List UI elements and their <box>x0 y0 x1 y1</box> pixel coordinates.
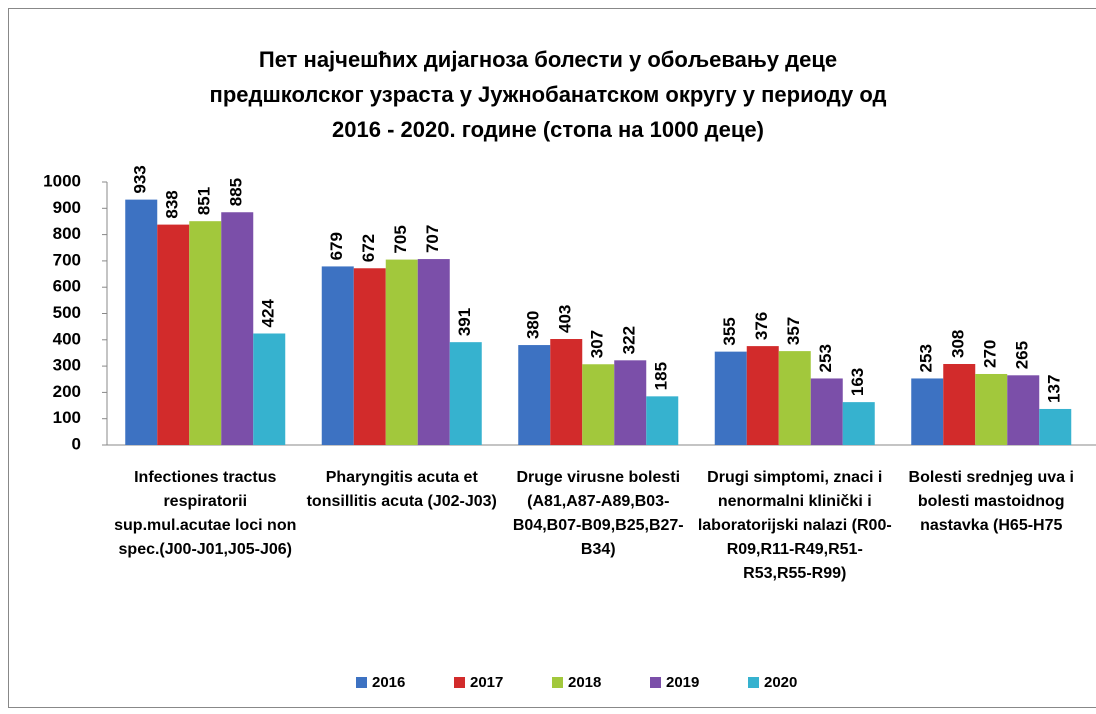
y-tick-label: 200 <box>53 382 81 401</box>
chart-title: Пет најчешћих дијагноза болести у обољев… <box>209 47 887 142</box>
y-tick-label: 1000 <box>43 171 81 190</box>
bar <box>1039 408 1072 445</box>
value-label: 185 <box>652 362 671 390</box>
legend-swatch <box>454 677 465 688</box>
chart-frame <box>8 8 1096 708</box>
value-label: 838 <box>163 190 182 218</box>
value-label: 253 <box>917 344 936 372</box>
bar <box>842 402 875 445</box>
value-label: 322 <box>620 326 639 354</box>
bar <box>125 199 158 445</box>
y-tick-label: 600 <box>53 277 81 296</box>
legend-label: 2016 <box>372 674 405 691</box>
value-label: 163 <box>848 368 867 396</box>
legend-swatch <box>748 677 759 688</box>
value-label: 933 <box>131 165 150 193</box>
value-label: 679 <box>327 232 346 260</box>
bar <box>253 333 286 445</box>
bar <box>778 351 811 445</box>
value-label: 253 <box>816 344 835 372</box>
value-label: 376 <box>752 312 771 340</box>
value-label: 357 <box>784 317 803 345</box>
value-label: 424 <box>259 299 278 328</box>
bar <box>385 259 418 445</box>
bar <box>550 339 583 445</box>
legend-label: 2018 <box>568 674 601 691</box>
bar <box>943 363 976 445</box>
x-tick-label: Bolesti srednjeg uva i bolesti mastoidno… <box>908 469 1074 534</box>
bar <box>646 396 679 445</box>
legend-swatch <box>650 677 661 688</box>
legend-swatch <box>552 677 563 688</box>
value-label: 403 <box>556 305 575 333</box>
value-label: 270 <box>981 340 1000 368</box>
bar <box>321 266 354 445</box>
value-label: 672 <box>359 234 378 262</box>
value-label: 265 <box>1013 341 1032 369</box>
bar <box>518 345 551 445</box>
x-tick-label: Druge virusne bolesti (A81,A87-A89,B03-B… <box>512 469 684 558</box>
bar <box>157 224 190 445</box>
y-tick-label: 100 <box>53 408 81 427</box>
value-label: 308 <box>949 330 968 358</box>
bar <box>582 364 615 445</box>
y-tick-label: 500 <box>53 303 81 322</box>
y-tick-label: 700 <box>53 250 81 269</box>
bar <box>1007 375 1040 445</box>
bar <box>614 360 647 445</box>
bar <box>911 378 944 445</box>
value-label: 307 <box>588 330 607 358</box>
value-label: 355 <box>720 317 739 345</box>
legend-swatch <box>356 677 367 688</box>
x-tick-label: Drugi simptomi, znaci i nenormalni klini… <box>697 469 892 582</box>
bar <box>353 268 386 445</box>
value-label: 705 <box>391 225 410 253</box>
y-tick-label: 800 <box>53 224 81 243</box>
bar <box>714 351 747 445</box>
bar <box>189 221 222 445</box>
value-label: 851 <box>195 187 214 215</box>
value-label: 707 <box>423 225 442 253</box>
x-tick-label: Pharyngitis acuta et tonsillitis acuta (… <box>306 469 497 510</box>
bar <box>746 346 779 445</box>
legend-label: 2017 <box>470 674 503 691</box>
value-label: 885 <box>227 178 246 206</box>
y-tick-label: 400 <box>53 329 81 348</box>
legend-label: 2020 <box>764 674 797 691</box>
bar <box>417 259 450 445</box>
bar <box>221 212 254 445</box>
value-label: 137 <box>1045 375 1064 403</box>
bar <box>449 342 482 445</box>
y-tick-label: 0 <box>72 434 81 453</box>
value-label: 380 <box>524 311 543 339</box>
y-tick-label: 900 <box>53 198 81 217</box>
bar <box>810 378 843 445</box>
legend-label: 2019 <box>666 674 699 691</box>
bar <box>975 373 1008 445</box>
x-tick-label: Infectiones tractus respiratorii sup.mul… <box>114 469 297 558</box>
y-tick-label: 300 <box>53 356 81 375</box>
value-label: 391 <box>455 308 474 336</box>
